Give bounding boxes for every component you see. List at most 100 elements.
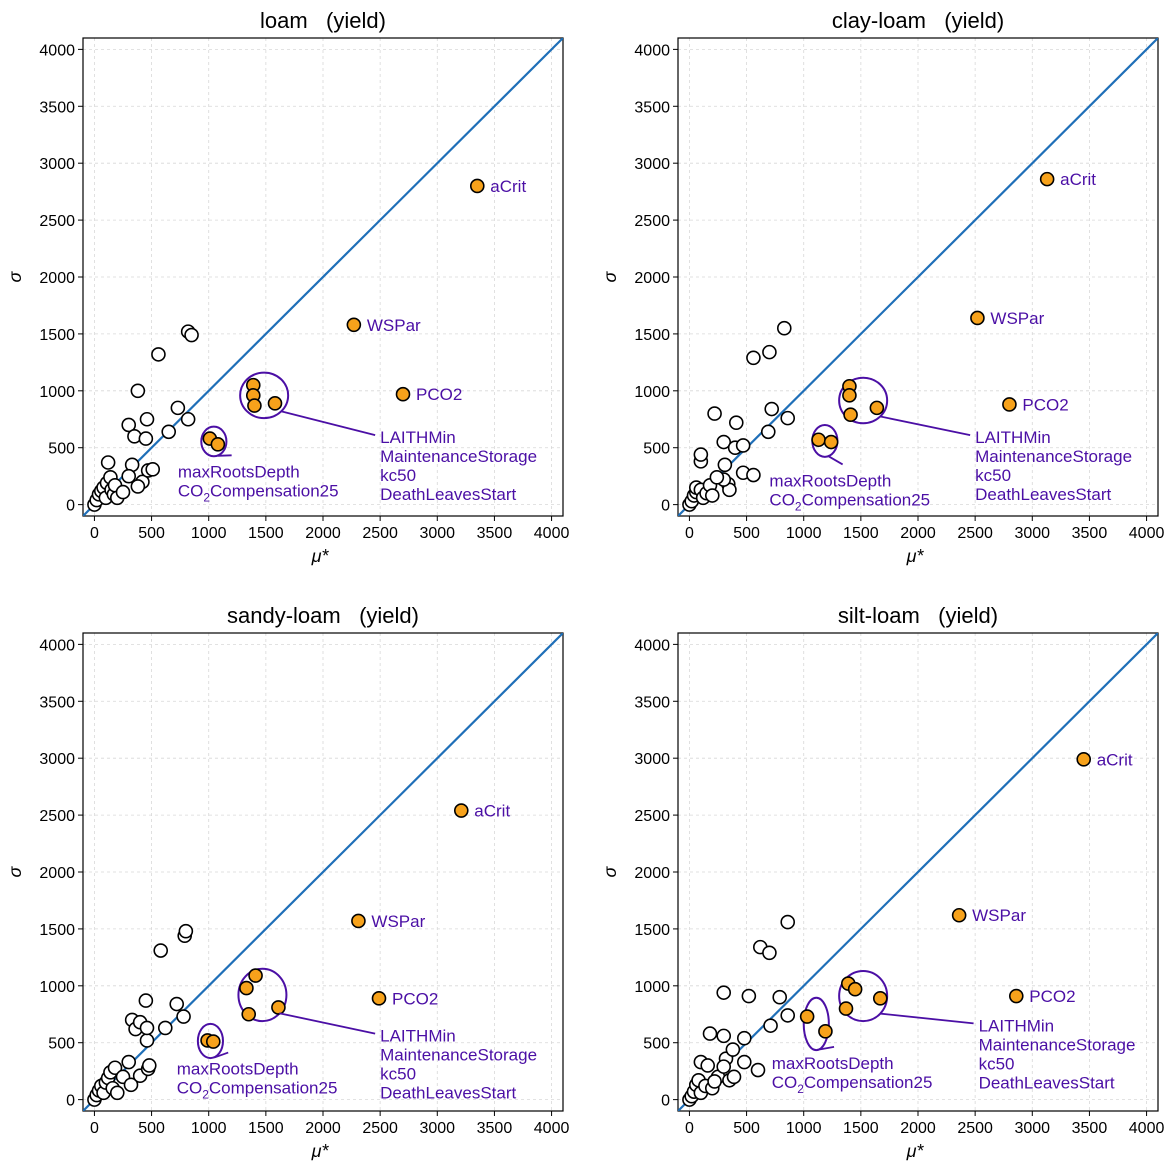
y-tick-label: 0 [66, 498, 75, 515]
y-tick-label: 3500 [39, 694, 75, 711]
group-ellipse [802, 996, 830, 1052]
y-tick-label: 3000 [634, 156, 670, 173]
y-tick-label: 2000 [634, 270, 670, 287]
leader-line [879, 415, 971, 437]
highlighted-point [842, 388, 857, 403]
y-tick-label: 1000 [634, 979, 670, 996]
y-tick-label: 2500 [39, 808, 75, 825]
plot-frame [677, 632, 1159, 1112]
data-point [736, 1030, 752, 1046]
group-ellipse [200, 425, 228, 458]
x-tick-label: 500 [138, 525, 165, 542]
labeled-point [351, 913, 366, 929]
x-tick-label: 4000 [1129, 525, 1165, 542]
data-point [726, 1069, 742, 1085]
x-tick-label: 3500 [1072, 1120, 1108, 1137]
data-point [170, 400, 186, 416]
group-label: LAITHMin [380, 1027, 456, 1046]
data-point [716, 434, 732, 450]
y-tick-label: 3500 [634, 694, 670, 711]
data-point [138, 431, 154, 446]
point-label: aCrit [1060, 170, 1096, 189]
data-point [138, 993, 154, 1008]
panel-3: 0 500 1000 1500 2000 2500 3000 3500 4000 0 500 1000… [5, 603, 569, 1161]
data-point [707, 1074, 722, 1089]
x-tick-label: 500 [733, 525, 760, 542]
data-point [139, 1033, 155, 1048]
y-tick-label: 3500 [39, 99, 75, 116]
labeled-point [469, 178, 485, 194]
x-tick-label: 1000 [191, 1120, 227, 1137]
group-label: CO2Compensation25 [178, 481, 339, 504]
data-point [139, 411, 155, 427]
x-tick-label: 3000 [419, 1120, 455, 1137]
labeled-point [951, 907, 967, 923]
x-tick-label: 0 [685, 1120, 694, 1137]
labeled-point [1002, 397, 1017, 412]
x-tick-label: 500 [733, 1120, 760, 1137]
data-point [741, 988, 757, 1004]
highlighted-point [823, 434, 839, 450]
point-label: WSPar [371, 912, 425, 931]
data-point [139, 1020, 155, 1036]
x-tick-label: 4000 [1129, 1120, 1165, 1137]
data-point [780, 914, 796, 930]
point-label: aCrit [490, 177, 526, 196]
panel-2: 0 500 1000 1500 2000 2500 3000 3500 4000 0 500 1000… [600, 8, 1164, 566]
x-tick-label: 1500 [248, 1120, 284, 1137]
x-tick-label: 1000 [191, 525, 227, 542]
highlighted-point [869, 400, 885, 416]
data-point [115, 484, 131, 500]
x-tick-label: 3000 [419, 525, 455, 542]
data-point [176, 1009, 191, 1024]
data-point [123, 1077, 139, 1093]
panel-title: sandy-loam (yield) [227, 603, 419, 628]
highlighted-point [210, 436, 226, 452]
data-point [717, 457, 733, 473]
data-point [764, 401, 780, 417]
data-point [145, 462, 161, 477]
point-label: PCO2 [1022, 395, 1068, 414]
x-tick-label: 0 [90, 1120, 99, 1137]
y-tick-label: 500 [48, 441, 75, 458]
leader-line [879, 1012, 974, 1025]
y-tick-label: 3000 [39, 156, 75, 173]
labeled-point [395, 386, 411, 402]
group-ellipse [196, 1022, 225, 1060]
leader-line [828, 455, 844, 466]
highlighted-point [241, 1006, 257, 1022]
panel-4: 0 500 1000 1500 2000 2500 3000 3500 4000 0 500 1000… [600, 603, 1164, 1161]
y-axis-label: σ [600, 865, 620, 877]
group-ellipse [239, 371, 290, 420]
data-point [153, 943, 169, 958]
highlighted-point [267, 396, 283, 411]
group-label: CO2Compensation25 [177, 1079, 338, 1102]
data-point [130, 479, 146, 494]
reference-line [678, 633, 1158, 1111]
plot-frame [82, 632, 564, 1112]
y-tick-label: 0 [661, 498, 670, 515]
reference-line [83, 38, 563, 516]
y-tick-label: 1500 [634, 922, 670, 939]
group-label: DeathLeavesStart [979, 1073, 1115, 1092]
labeled-point [1076, 752, 1092, 767]
data-point [735, 438, 751, 453]
data-point [702, 1026, 718, 1041]
data-point [772, 989, 788, 1005]
data-point [109, 1085, 125, 1101]
x-tick-label: 1000 [786, 1120, 822, 1137]
x-tick-label: 1500 [843, 525, 879, 542]
data-point [141, 1058, 157, 1073]
group-label: MaintenanceStorage [979, 1035, 1136, 1054]
y-tick-label: 0 [661, 1093, 670, 1110]
data-point [736, 1054, 752, 1070]
point-label: WSPar [990, 309, 1044, 328]
y-tick-label: 1500 [39, 327, 75, 344]
x-tick-label: 2500 [362, 525, 398, 542]
data-point [151, 347, 166, 362]
reference-line [678, 38, 1158, 516]
data-point [121, 1054, 137, 1070]
y-tick-label: 2000 [39, 270, 75, 287]
y-tick-label: 2500 [634, 213, 670, 230]
